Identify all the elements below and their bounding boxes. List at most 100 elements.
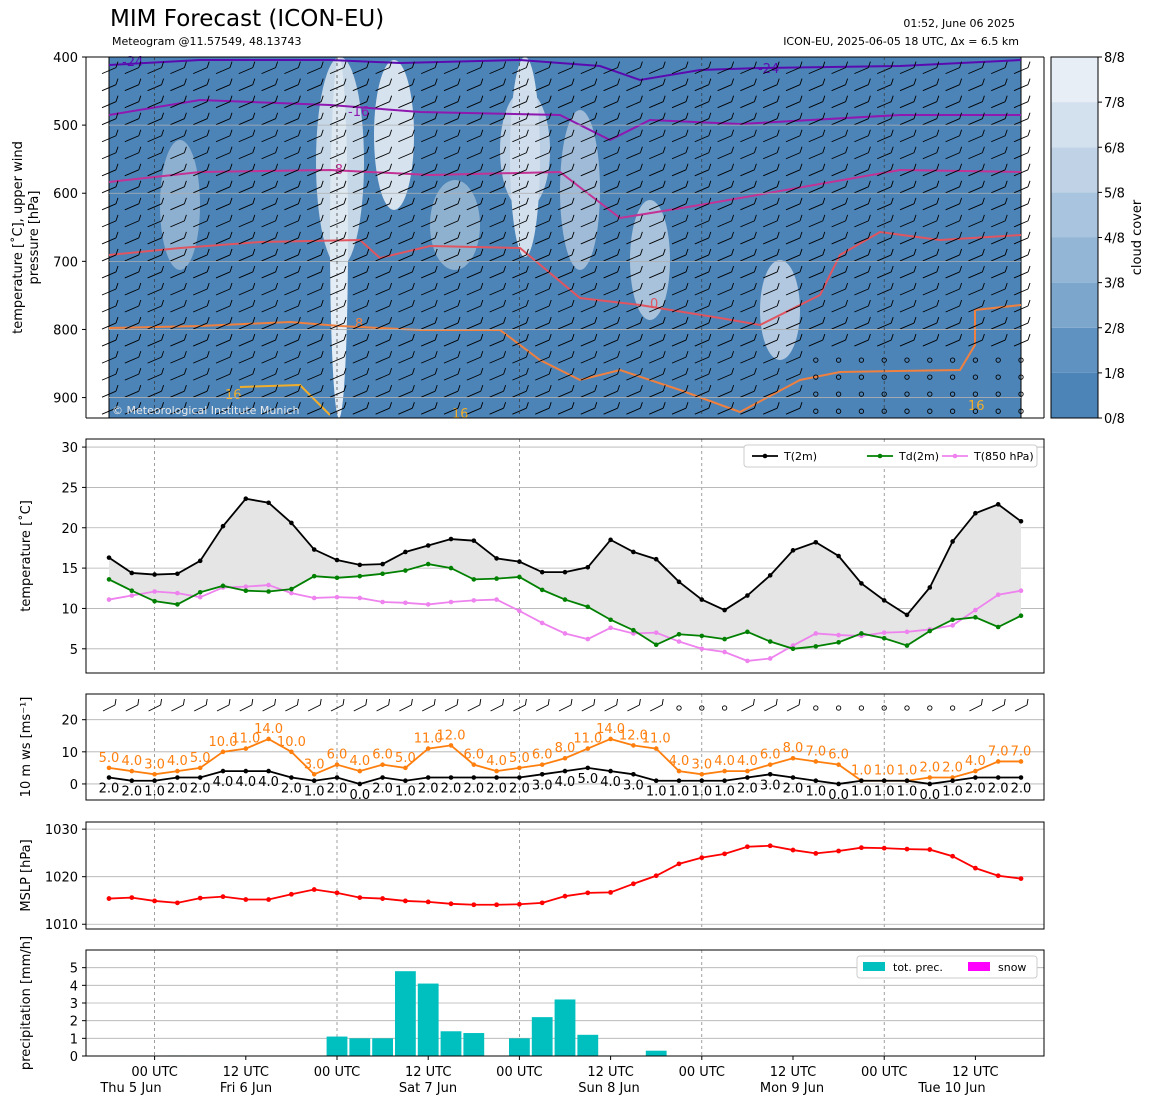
wind-data-label: 2.0 [281,782,302,797]
wind-barb [421,288,436,296]
wind-barb-flag [616,698,619,706]
wind-barb [580,101,595,109]
wind-barb-flag [389,367,393,375]
wind-barb [899,271,915,279]
wind-barb-flag [708,265,712,273]
wind-barb-flag [161,61,165,68]
wind-barb [671,152,687,160]
wind-barb-flag [434,265,438,273]
wind-barb-flag [617,385,621,392]
wind-barb-flag [183,112,187,119]
wind-barb-flag [1027,299,1031,307]
wind-barb-flag [434,282,438,290]
wind-barb [717,271,732,279]
wind-barb-flag [503,333,507,341]
wind-barb [284,271,299,279]
wind-barb [215,118,231,126]
wind-barb-flag [525,163,529,170]
wind-barb [854,305,869,313]
wind-barb-flag [503,231,507,239]
wind-barb [375,67,390,75]
wind-barb-flag [776,112,780,119]
wind-barb [421,186,436,194]
wind-barb [785,237,801,245]
wind-barb-flag [480,197,484,204]
wind-barb-flag [913,333,917,341]
wind-barb [740,135,755,143]
wind-barb [535,169,550,177]
series-gust-point [1018,759,1024,764]
wind-barb-flag [594,197,598,204]
wind-barb-flag [822,316,826,324]
wind-barb-flag [1004,180,1008,187]
wind-barb-flag [685,265,689,273]
wind-barb [352,356,367,364]
wind-barb [899,84,915,92]
wind-barb [466,135,481,143]
wind-barb-flag [434,180,438,187]
wind-barb [968,288,983,296]
series-wind-point [767,772,773,777]
calm-wind-marker [995,408,1001,414]
wind-barb-flag [343,282,347,290]
wind-barb-flag [776,231,780,239]
wind-barb [170,339,185,347]
series-wind-point [859,778,864,784]
series-t850-point [517,608,522,614]
wind-barb [785,271,801,279]
wind-barb [922,339,937,347]
gust-data-label: 6.0 [532,748,553,763]
wind-barb [238,67,253,75]
precipitation-bar [440,1031,462,1056]
wind-barb [831,84,846,92]
wind-barb [421,203,436,211]
series-wind-point [1018,775,1024,780]
wind-barb [307,339,322,347]
wind-barb-flag [365,698,368,706]
wind-barb-flag [867,197,871,204]
series-wind-point [494,775,499,780]
legend-marker [877,453,883,459]
wind-barb-flag [936,95,940,102]
calm-wind-marker [813,408,819,414]
precipitation-legend-box [856,955,1038,979]
wind-barb-flag [480,316,484,324]
wind-barb [649,288,664,296]
wind-barb-flag [799,282,803,290]
wind-barb [717,237,732,245]
wind-barb-flag [252,231,256,239]
wind-barb-flag [275,282,279,290]
wind-barb [763,305,778,313]
wind-barb [467,704,481,712]
wind-barb-flag [571,299,575,307]
wind-barb-flag [297,95,301,102]
wind-barb [421,237,436,245]
wind-barb-flag [389,333,393,341]
gust-data-label: 6.0 [463,748,484,763]
wind-barb [215,203,231,211]
wind-barb [740,407,755,415]
wind-barb [307,67,322,75]
series-gust-point [608,736,613,742]
wind-barb [352,254,367,262]
wind-barb [124,339,139,347]
wind-barb [763,390,778,398]
wind-barb-flag [411,180,415,187]
wind-barb [671,254,687,262]
wind-barb [193,373,208,381]
wind-barb [261,390,276,398]
legend-marker [952,453,958,459]
wind-barb [124,407,139,415]
wind-barb-flag [571,231,575,239]
wind-barb [740,152,755,160]
wind-barb [854,203,869,211]
wind-barb-flag [799,265,803,273]
x-tick-label: 00 UTC [314,1065,360,1080]
wind-barb [717,186,732,194]
wind-barb [193,203,208,211]
wind-barb [785,67,801,75]
series-td2m-point [311,573,317,579]
wind-barb-flag [845,248,849,256]
series-gust-point [129,768,135,774]
wind-barb-flag [571,350,575,358]
